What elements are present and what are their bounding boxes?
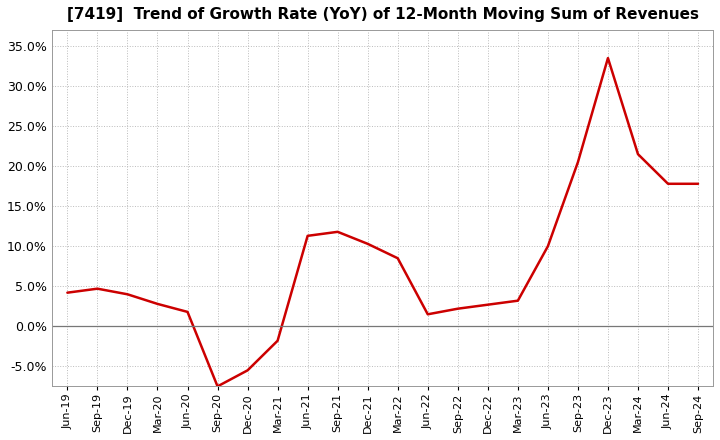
Title: [7419]  Trend of Growth Rate (YoY) of 12-Month Moving Sum of Revenues: [7419] Trend of Growth Rate (YoY) of 12-…: [67, 7, 698, 22]
